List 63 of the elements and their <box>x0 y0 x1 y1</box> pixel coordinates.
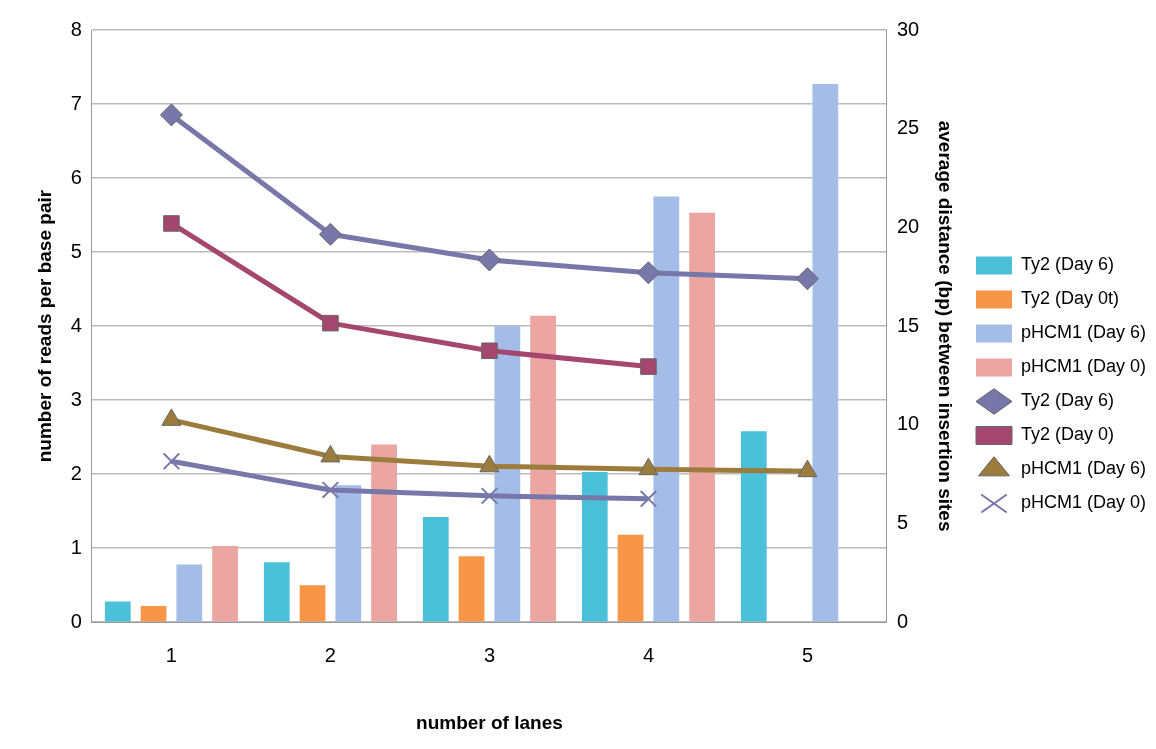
x-tick-label: 4 <box>642 643 655 666</box>
point <box>163 215 180 232</box>
bar <box>494 326 521 622</box>
x-tick-label: 1 <box>165 643 177 666</box>
y2-tick-label: 15 <box>896 313 920 336</box>
y-tick-label: 5 <box>70 239 82 262</box>
bar <box>530 315 556 622</box>
point <box>477 248 501 272</box>
x-tick-label: 2 <box>324 643 336 666</box>
bar <box>581 471 608 622</box>
bar <box>689 212 715 622</box>
y-tick-label: 8 <box>70 17 82 40</box>
bar <box>299 585 326 622</box>
y-tick-label: 0 <box>70 609 82 632</box>
x-tick-label: 3 <box>483 643 495 666</box>
y-tick-label: 7 <box>70 91 82 114</box>
point <box>639 490 658 508</box>
point <box>162 452 181 471</box>
point <box>318 222 342 246</box>
legend-label: pHCM1 (Day 6) <box>1021 458 1147 479</box>
legend-label: Ty2 (Day 6) <box>1021 254 1115 275</box>
y2-tick-label: 25 <box>896 116 920 139</box>
point <box>636 261 660 285</box>
y-tick-label: 2 <box>70 461 82 484</box>
legend-label: pHCM1 (Day 0) <box>1021 356 1147 377</box>
y-axis-title: number of reads per base pair <box>33 189 55 463</box>
point <box>480 487 499 505</box>
bar <box>140 605 167 622</box>
y2-tick-label: 5 <box>896 511 909 534</box>
bar <box>812 84 839 622</box>
y2-tick-label: 20 <box>896 214 920 237</box>
x-tick-label: 5 <box>801 643 814 666</box>
y2-tick-label: 30 <box>896 17 920 40</box>
bar <box>212 545 238 622</box>
bar <box>335 485 362 622</box>
point <box>795 267 819 291</box>
legend-label: Ty2 (Day 6) <box>1021 390 1115 411</box>
bar <box>458 556 485 622</box>
x-axis-title: number of lanes <box>416 711 563 733</box>
bar <box>617 534 644 622</box>
point <box>481 342 498 360</box>
point <box>321 481 340 499</box>
legend-label: Ty2 (Day 0) <box>1021 424 1115 445</box>
bar <box>422 517 449 622</box>
y-tick-label: 4 <box>70 313 82 336</box>
point <box>159 103 183 127</box>
legend-label: pHCM1 (Day 6) <box>1021 322 1147 343</box>
bar <box>263 562 290 622</box>
y2-axis-title: average distance (bp) between insertion sites <box>935 120 957 532</box>
bar <box>740 431 767 622</box>
legend-label: pHCM1 (Day 0) <box>1021 492 1147 513</box>
bar <box>653 196 680 622</box>
y2-tick-label: 0 <box>896 609 909 632</box>
y2-tick-label: 10 <box>896 412 920 435</box>
y-tick-label: 6 <box>70 165 82 188</box>
bar <box>371 444 397 622</box>
bar <box>176 564 203 622</box>
y-tick-label: 1 <box>70 535 82 558</box>
legend-label: Ty2 (Day 0t) <box>1021 288 1120 309</box>
bar <box>104 601 131 622</box>
y-tick-label: 3 <box>70 387 82 410</box>
point <box>322 314 339 332</box>
point <box>640 358 657 375</box>
